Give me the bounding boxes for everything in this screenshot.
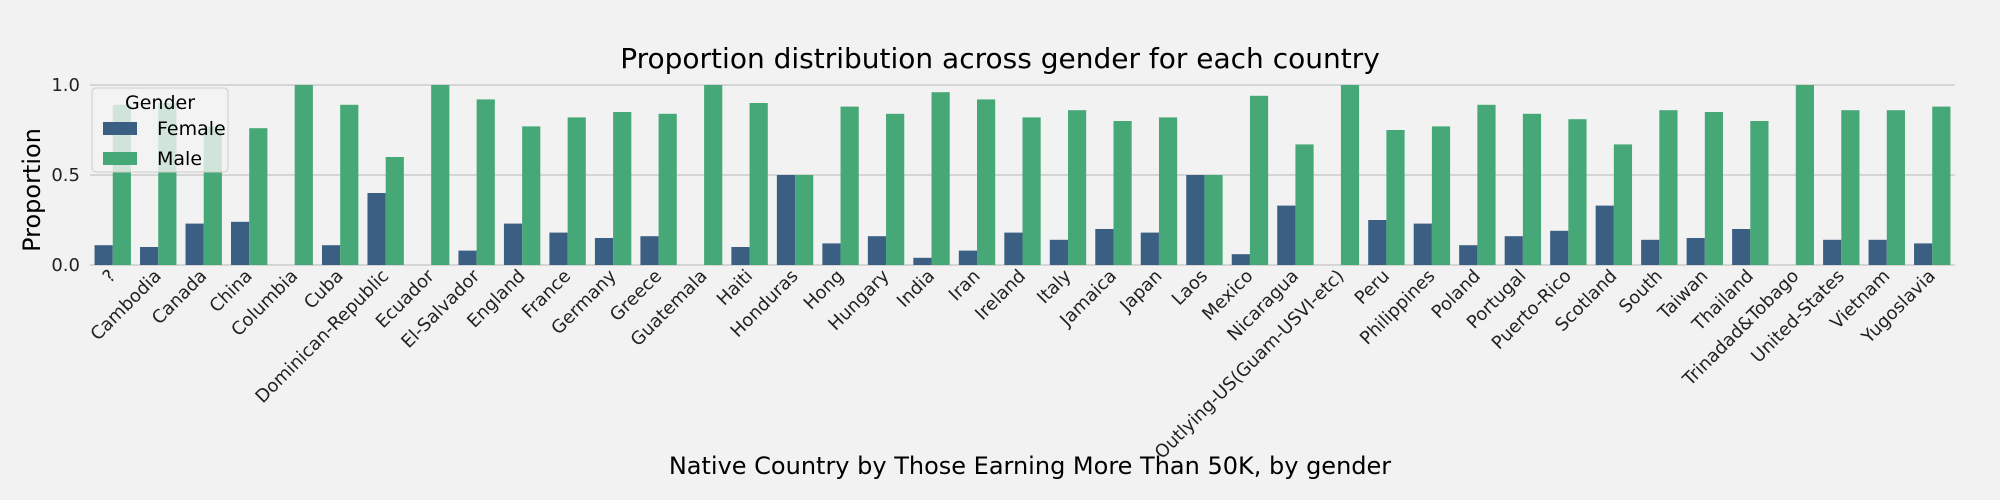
bar-male [1750,121,1769,265]
bar-male [977,99,996,266]
bar-male [658,113,677,265]
bar-female [367,193,386,265]
bar-male [931,92,950,265]
bar-male [1477,104,1496,265]
bar-male [1932,106,1951,265]
bar-female [594,238,614,265]
bar-male [567,117,586,266]
bar-female [640,236,659,265]
bar-male [749,103,768,265]
bar-female [1413,223,1432,265]
bar-male [886,113,905,265]
bar-female [1049,239,1068,265]
bar-female [94,245,113,265]
bar-female [1641,239,1660,265]
y-tick-label: 0.0 [51,255,80,276]
bar-female [321,245,341,265]
legend-swatch-female [103,122,137,135]
legend-title: Gender [125,92,195,114]
bar-female [185,223,204,265]
bar-male [1659,110,1678,265]
bar-male [1249,95,1269,265]
bar-female [1504,236,1523,265]
bar-female [1140,232,1159,265]
bar-female [867,236,887,265]
bar-female [1368,220,1387,265]
bar-female [140,247,159,265]
bar-male [704,85,723,265]
bar-female [1277,205,1296,265]
bar-male [522,126,541,266]
x-tick-label: Iran [945,266,985,306]
bar-male [476,99,495,266]
chart-title: Proportion distribution across gender fo… [620,42,1380,75]
y-tick-labels: 0.0 0.5 1.0 [51,75,80,276]
bar-male [1431,126,1451,266]
x-tick-label: ? [99,266,121,288]
bar-female [731,247,750,265]
legend-swatch-male [103,152,137,165]
bar-male [1522,113,1542,265]
bar-male [385,157,404,265]
bar-male [1204,175,1223,265]
bar-female [1459,245,1478,265]
bar-male [431,85,450,265]
bar-female [1095,229,1114,265]
y-tick-label: 0.5 [51,165,80,186]
bar-male [1704,112,1724,265]
legend: Gender Female Male [91,87,229,173]
bar-male [1067,110,1087,265]
bar-female [776,175,796,265]
bar-male [1340,85,1360,265]
bar-female [503,223,523,265]
y-axis-label: Proportion [18,128,46,252]
bar-male [795,175,814,265]
bar-female [1686,238,1705,265]
bar-female [1231,254,1250,265]
y-tick-label: 1.0 [51,75,80,96]
bar-male [294,85,313,265]
bar-female [1823,239,1842,265]
x-tick-label: India [893,266,939,312]
bar-male [1568,119,1587,265]
x-tick-labels: ?CambodiaCanadaChinaColumbiaCubaDominica… [87,265,1940,463]
bar-female [231,221,250,265]
x-tick-label: Ireland [971,266,1030,325]
x-tick-label: Cambodia [87,266,166,345]
bar-female [1186,175,1205,265]
bar-female [913,257,932,265]
bar-male [340,104,359,265]
bar-female [1550,230,1569,265]
bar-male [1613,144,1633,265]
bar-male [1386,130,1405,265]
bar-male [1295,144,1314,265]
bar-male [1022,117,1041,266]
legend-box [91,87,229,173]
legend-label-female: Female [157,118,226,140]
bar-female [1595,205,1614,265]
bar-female [1004,232,1023,265]
bar-male [1886,110,1905,265]
x-tick-label: Japan [1115,266,1166,317]
x-axis-label: Native Country by Those Earning More Tha… [669,452,1391,480]
bar-male [249,128,268,265]
bar-male [1841,110,1860,265]
bar-male [1113,121,1132,265]
bar-female [958,250,978,265]
bar-male [840,106,859,265]
bar-female [1914,243,1933,265]
bar-female [1732,229,1751,265]
bar-female [1868,239,1887,265]
bar-male [1158,117,1178,266]
bar-female [458,250,477,265]
bar-female [822,243,841,265]
bar-female [549,232,568,265]
bar-male [1795,85,1814,265]
legend-label-male: Male [157,148,202,170]
bar-male [613,112,632,265]
